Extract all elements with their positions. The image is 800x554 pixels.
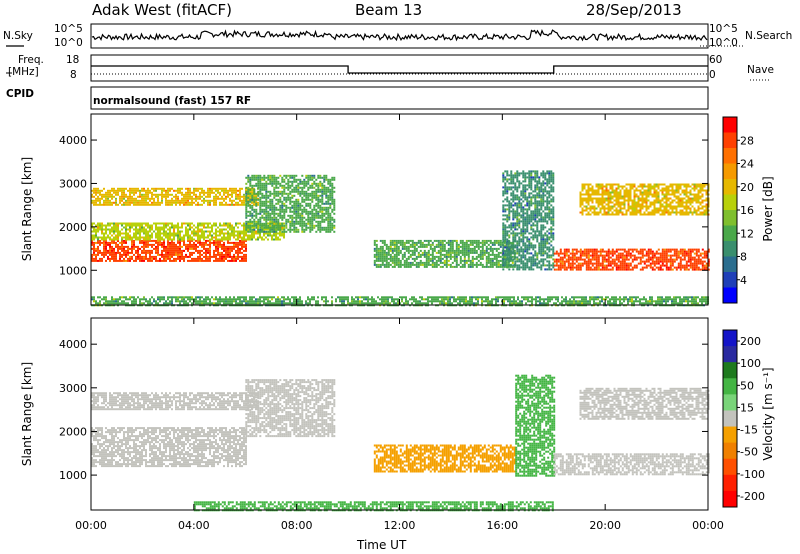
velocity-colorbar-cell-9 bbox=[723, 474, 737, 492]
power-colorbar-cell-0 bbox=[723, 117, 737, 133]
velocity-colorbar-tick-label-7: -200 bbox=[740, 490, 765, 503]
velocity-colorbar-cell-8 bbox=[723, 458, 737, 476]
velocity-band-6 bbox=[579, 387, 710, 420]
velocity-ytick-label-1: 2000 bbox=[59, 425, 87, 438]
power-ytick-label-3: 4000 bbox=[59, 134, 87, 147]
velocity-colorbar-cell-1 bbox=[723, 346, 737, 363]
power-colorbar-cell-5 bbox=[723, 194, 737, 211]
velocity-colorbar-tick-label-2: 50 bbox=[740, 379, 754, 392]
velocity-colorbar-cell-6 bbox=[723, 426, 737, 444]
power-colorbar-tick-label-1: 8 bbox=[740, 251, 747, 264]
beam-title: Beam 13 bbox=[355, 1, 423, 19]
velocity-colorbar-cell-2 bbox=[723, 362, 737, 379]
power-colorbar-cell-11 bbox=[723, 287, 737, 304]
power-band-7 bbox=[579, 183, 710, 216]
power-ytick-label-1: 2000 bbox=[59, 221, 87, 234]
velocity-colorbar-cell-10 bbox=[723, 490, 737, 508]
velocity-colorbar-tick-label-5: -50 bbox=[740, 446, 758, 459]
nsky-strip-frame bbox=[90, 23, 709, 49]
power-colorbar-tick-label-6: 28 bbox=[740, 134, 754, 147]
nsky-trace bbox=[91, 29, 708, 42]
time-tick-label-2: 08:00 bbox=[281, 519, 313, 532]
nave-tick-low: 0 bbox=[709, 69, 716, 81]
power-colorbar-cell-8 bbox=[723, 241, 737, 257]
velocity-colorbar-cell-4 bbox=[723, 394, 737, 411]
time-tick-label-6: 00:00 bbox=[692, 519, 724, 532]
nsky-tick-high: 10^5 bbox=[54, 23, 83, 35]
power-band-1 bbox=[91, 222, 285, 241]
velocity-frame bbox=[90, 317, 709, 511]
time-xlabel: Time UT bbox=[357, 538, 407, 552]
power-colorbar-cell-7 bbox=[723, 225, 737, 242]
time-tick-label-1: 04:00 bbox=[178, 519, 210, 532]
cpid-value: normalsound (fast) 157 RF bbox=[93, 95, 252, 107]
power-colorbar-tick-label-0: 4 bbox=[740, 274, 747, 287]
freq-unit-label: [MHz] bbox=[8, 66, 39, 78]
power-colorbar-cell-2 bbox=[723, 148, 737, 164]
freq-trace bbox=[91, 65, 708, 74]
velocity-band-1 bbox=[91, 427, 247, 468]
velocity-ytick-label-0: 1000 bbox=[59, 469, 87, 482]
nsky-tick-low: 10^0 bbox=[54, 37, 83, 49]
velocity-band-5 bbox=[553, 453, 710, 476]
freq-tick-high: 18 bbox=[66, 54, 80, 66]
power-ytick-label-0: 1000 bbox=[59, 264, 87, 277]
power-colorbar-cell-4 bbox=[723, 179, 737, 195]
power-band-6 bbox=[553, 248, 710, 271]
time-tick-label-0: 00:00 bbox=[75, 519, 107, 532]
power-colorbar-cell-3 bbox=[723, 163, 737, 180]
power-band-2 bbox=[91, 187, 259, 206]
velocity-ytick-label-3: 4000 bbox=[59, 338, 87, 351]
velocity-band-2 bbox=[245, 379, 336, 438]
velocity-colorbar-cell-3 bbox=[723, 378, 737, 395]
nave-tick-high: 60 bbox=[709, 54, 723, 66]
freq-label: Freq. bbox=[18, 54, 44, 66]
power-colorbar-cell-9 bbox=[723, 256, 737, 273]
velocity-band-0 bbox=[91, 392, 259, 411]
power-colorbar-tick-label-5: 24 bbox=[740, 158, 754, 171]
velocity-colorbar-tick-label-6: -100 bbox=[740, 468, 765, 481]
nave-label: Nave bbox=[747, 64, 774, 76]
velocity-colorbar-cell-0 bbox=[723, 330, 737, 347]
velocity-colorbar-tick-label-3: 15 bbox=[740, 401, 754, 414]
time-tick-label-4: 16:00 bbox=[486, 519, 518, 532]
power-colorbar-tick-label-3: 16 bbox=[740, 204, 754, 217]
freq-tick-low: 8 bbox=[70, 69, 77, 81]
power-band-0 bbox=[91, 239, 247, 262]
power-colorbar-cell-6 bbox=[723, 210, 737, 226]
velocity-colorbar-cell-5 bbox=[723, 410, 737, 428]
power-colorbar-cell-10 bbox=[723, 272, 737, 288]
nsearch-tick-high: 10^5 bbox=[709, 23, 738, 35]
radar-title: Adak West (fitACF) bbox=[92, 1, 232, 19]
power-colorbar-tick-label-2: 12 bbox=[740, 227, 754, 240]
velocity-colorbar-frame bbox=[722, 329, 738, 508]
velocity-ytick-label-2: 3000 bbox=[59, 382, 87, 395]
nsearch-label: N.Search bbox=[745, 30, 793, 42]
date-title: 28/Sep/2013 bbox=[586, 1, 682, 19]
power-band-5 bbox=[502, 170, 555, 271]
velocity-colorbar-cell-7 bbox=[723, 442, 737, 460]
nsky-label: N.Sky bbox=[3, 30, 33, 42]
time-tick-label-3: 12:00 bbox=[384, 519, 416, 532]
freq-strip-frame bbox=[90, 54, 709, 82]
velocity-band-3 bbox=[373, 444, 516, 473]
velocity-colorbar-tick-label-1: 100 bbox=[740, 357, 761, 370]
velocity-band-4 bbox=[515, 374, 556, 477]
cpid-strip-frame bbox=[90, 86, 709, 110]
velocity-colorbar-tick-label-0: 200 bbox=[740, 335, 761, 348]
cpid-label: CPID bbox=[6, 88, 35, 100]
velocity-colorbar-tick-label-4: -15 bbox=[740, 424, 758, 437]
power-colorbar-tick-label-4: 20 bbox=[740, 181, 754, 194]
time-tick-label-5: 20:00 bbox=[589, 519, 621, 532]
power-colorbar-cell-1 bbox=[723, 132, 737, 149]
power-band-4 bbox=[373, 239, 516, 268]
power-ytick-label-2: 3000 bbox=[59, 177, 87, 190]
power-band-3 bbox=[245, 174, 336, 233]
